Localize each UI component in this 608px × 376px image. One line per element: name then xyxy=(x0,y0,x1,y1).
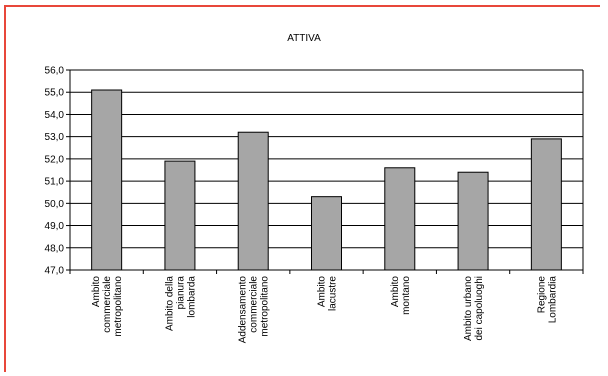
y-tick-label: 55,0 xyxy=(45,88,65,99)
y-tick-label: 49,0 xyxy=(45,221,65,232)
category-label: commerciale xyxy=(249,276,260,333)
category-label: Ambito della xyxy=(164,276,175,331)
category-label: pianura xyxy=(175,276,186,310)
y-tick-label: 56,0 xyxy=(45,66,65,77)
y-tick-label: 51,0 xyxy=(45,177,65,188)
y-tick-label: 54,0 xyxy=(45,110,65,121)
bar xyxy=(311,196,342,271)
category-label: Addensamento xyxy=(238,276,249,344)
category-label: lacustre xyxy=(328,276,339,311)
category-label: dei capoluoghi xyxy=(474,276,485,341)
chart-frame xyxy=(4,5,600,372)
category-label: lombarda xyxy=(186,276,197,318)
category-label: Ambito xyxy=(390,276,401,308)
category-label: Lombardia xyxy=(547,276,558,324)
category-label: commerciale xyxy=(102,276,113,333)
bar xyxy=(164,160,196,271)
category-label: Regione xyxy=(536,276,547,314)
y-tick-label: 48,0 xyxy=(45,243,65,254)
chart-title: ATTIVA xyxy=(287,33,321,44)
y-tick-label: 53,0 xyxy=(45,132,65,143)
bar xyxy=(384,167,416,271)
bar xyxy=(457,171,489,271)
category-label: metropolitano xyxy=(260,276,271,337)
category-label: Ambito xyxy=(317,276,328,308)
category-label: Ambito urbano xyxy=(463,276,474,341)
y-tick-label: 47,0 xyxy=(45,266,65,277)
category-label: metropolitano xyxy=(113,276,124,337)
y-tick-label: 50,0 xyxy=(45,199,65,210)
y-tick-label: 52,0 xyxy=(45,154,65,165)
category-label: montano xyxy=(401,276,412,315)
bar xyxy=(91,89,123,271)
bar xyxy=(530,138,562,271)
category-label: Ambito xyxy=(91,276,102,308)
bar xyxy=(237,131,269,271)
